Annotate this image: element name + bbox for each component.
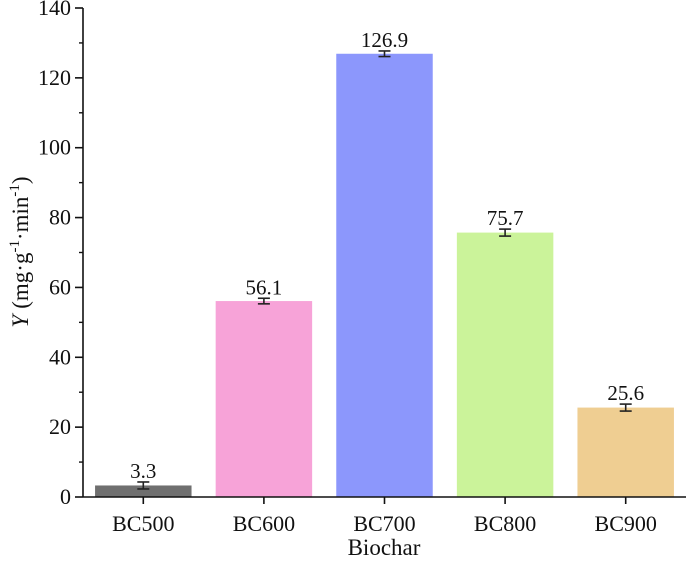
x-ticks: BC500 BC600 BC700 BC800 BC900: [112, 497, 657, 536]
error-bar-bc800: [499, 228, 512, 237]
data-label-bc900: 25.6: [607, 381, 644, 405]
y-tick-label-120: 120: [38, 65, 71, 90]
x-axis-title: Biochar: [348, 535, 421, 560]
bar-bc800: [456, 232, 554, 498]
data-label-bc600: 56.1: [246, 275, 283, 299]
x-tick-label-bc900: BC900: [595, 511, 657, 536]
y-tick-label-140: 140: [38, 0, 71, 20]
bar-bc500: [95, 485, 192, 497]
y-axis-unit-sup1: -1: [7, 240, 23, 253]
x-tick-label-bc700: BC700: [353, 511, 415, 536]
x-tick-label-bc800: BC800: [474, 511, 536, 536]
y-tick-label-60: 60: [49, 274, 71, 299]
bar-bc700: [336, 53, 433, 497]
y-axis-symbol: Y: [8, 313, 33, 328]
data-label-bc700: 126.9: [361, 28, 408, 52]
y-axis-unit-open: (mg·g: [8, 252, 33, 309]
y-axis-unit-close: ): [8, 176, 33, 184]
error-bar-bc900: [619, 403, 632, 412]
bars: [95, 53, 674, 498]
y-tick-label-40: 40: [49, 344, 71, 369]
y-tick-label-100: 100: [38, 135, 71, 160]
y-axis-title: Y(mg·g-1·min-1): [7, 176, 33, 327]
y-axis-unit-mid: ·min: [8, 196, 33, 240]
y-tick-label-20: 20: [49, 414, 71, 439]
x-tick-label-bc600: BC600: [233, 511, 295, 536]
error-bar-bc600: [257, 297, 270, 305]
error-bars: [137, 50, 632, 490]
data-label-bc500: 3.3: [130, 459, 156, 483]
data-label-bc800: 75.7: [487, 206, 524, 230]
y-axis-unit-sup2: -1: [7, 184, 23, 197]
x-tick-label-bc500: BC500: [112, 511, 174, 536]
bar-bc600: [215, 301, 313, 497]
y-ticks: 0 20 40 60 80 100 120 140: [38, 0, 83, 509]
error-bar-bc500: [137, 481, 150, 490]
error-bar-bc700: [378, 50, 391, 58]
data-labels: 3.3 56.1 126.9 75.7 25.6: [130, 28, 644, 483]
y-tick-label-0: 0: [60, 484, 71, 509]
bar-bc900: [577, 407, 674, 497]
y-tick-label-80: 80: [49, 205, 71, 230]
